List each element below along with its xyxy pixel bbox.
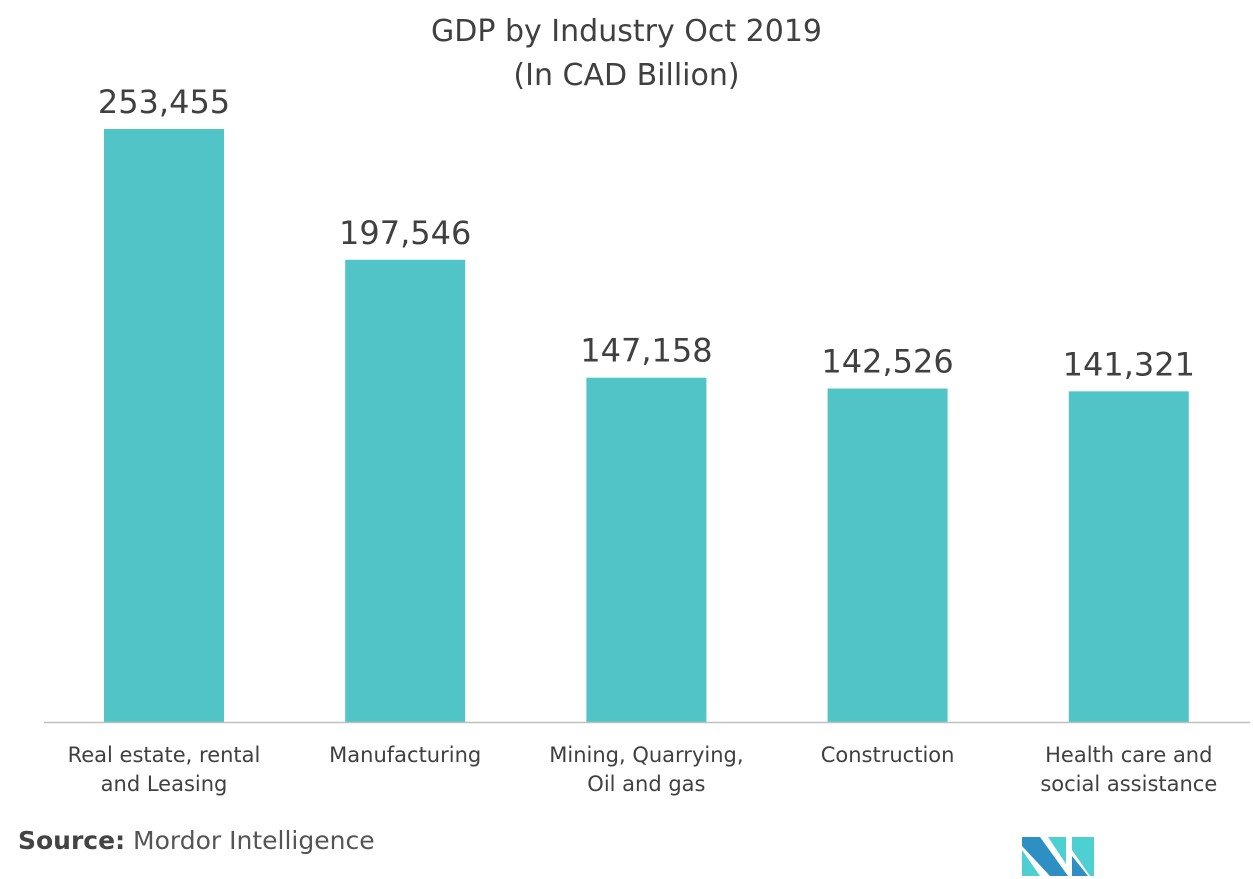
category-label: and Leasing (101, 772, 228, 796)
source-text: Mordor Intelligence (133, 826, 375, 855)
category-label: Health care and (1045, 743, 1212, 767)
bar (827, 388, 948, 722)
bar (345, 259, 466, 722)
category-label: Oil and gas (587, 772, 705, 796)
data-label: 197,546 (339, 214, 471, 252)
data-label: 253,455 (98, 83, 230, 121)
chart-subtitle: (In CAD Billion) (513, 58, 740, 93)
data-label: 142,526 (821, 343, 953, 381)
bar (586, 377, 707, 722)
bar (1068, 391, 1189, 722)
data-label: 147,158 (580, 332, 712, 370)
category-label: Construction (821, 743, 955, 767)
category-label: Mining, Quarrying, (549, 743, 743, 767)
data-label: 141,321 (1063, 345, 1195, 383)
bar (104, 129, 224, 722)
source-label: Source: (18, 826, 126, 855)
category-label: Manufacturing (329, 743, 481, 767)
category-label: Real estate, rental (68, 743, 261, 767)
chart-title: GDP by Industry Oct 2019 (431, 14, 822, 49)
source-note: Source: Mordor Intelligence (18, 826, 375, 855)
category-label: social assistance (1040, 772, 1217, 796)
